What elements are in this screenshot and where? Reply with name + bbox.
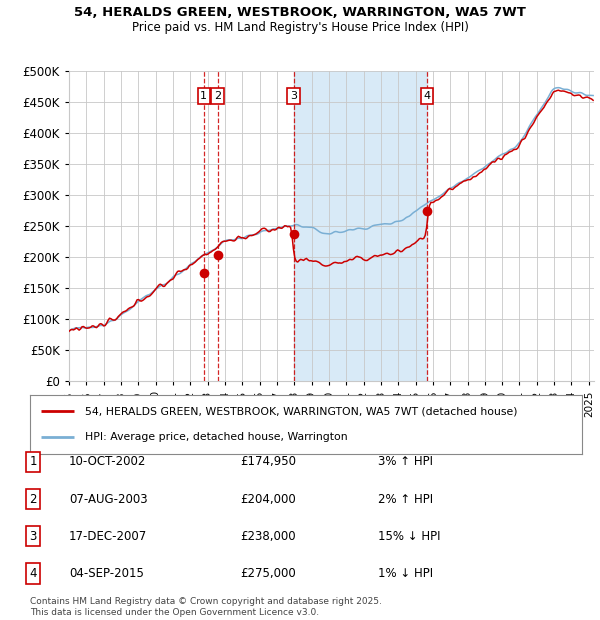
Text: 3% ↑ HPI: 3% ↑ HPI xyxy=(378,456,433,468)
Text: £174,950: £174,950 xyxy=(240,456,296,468)
Text: Price paid vs. HM Land Registry's House Price Index (HPI): Price paid vs. HM Land Registry's House … xyxy=(131,21,469,34)
Text: £238,000: £238,000 xyxy=(240,530,296,542)
Text: 10-OCT-2002: 10-OCT-2002 xyxy=(69,456,146,468)
Text: 54, HERALDS GREEN, WESTBROOK, WARRINGTON, WA5 7WT (detached house): 54, HERALDS GREEN, WESTBROOK, WARRINGTON… xyxy=(85,407,518,417)
Text: 17-DEC-2007: 17-DEC-2007 xyxy=(69,530,147,542)
Bar xyxy=(293,71,427,381)
Text: 15% ↓ HPI: 15% ↓ HPI xyxy=(378,530,440,542)
Text: £204,000: £204,000 xyxy=(240,493,296,505)
Text: 54, HERALDS GREEN, WESTBROOK, WARRINGTON, WA5 7WT: 54, HERALDS GREEN, WESTBROOK, WARRINGTON… xyxy=(74,6,526,19)
Text: 2% ↑ HPI: 2% ↑ HPI xyxy=(378,493,433,505)
Text: 07-AUG-2003: 07-AUG-2003 xyxy=(69,493,148,505)
Text: Contains HM Land Registry data © Crown copyright and database right 2025.
This d: Contains HM Land Registry data © Crown c… xyxy=(30,598,382,617)
Text: 1: 1 xyxy=(200,91,208,101)
Text: £275,000: £275,000 xyxy=(240,567,296,580)
Text: HPI: Average price, detached house, Warrington: HPI: Average price, detached house, Warr… xyxy=(85,432,348,442)
Text: 1% ↓ HPI: 1% ↓ HPI xyxy=(378,567,433,580)
Text: 3: 3 xyxy=(29,530,37,542)
Text: 2: 2 xyxy=(214,91,221,101)
Text: 1: 1 xyxy=(29,456,37,468)
Text: 4: 4 xyxy=(29,567,37,580)
Text: 04-SEP-2015: 04-SEP-2015 xyxy=(69,567,144,580)
Text: 3: 3 xyxy=(290,91,297,101)
Text: 4: 4 xyxy=(424,91,431,101)
Text: 2: 2 xyxy=(29,493,37,505)
